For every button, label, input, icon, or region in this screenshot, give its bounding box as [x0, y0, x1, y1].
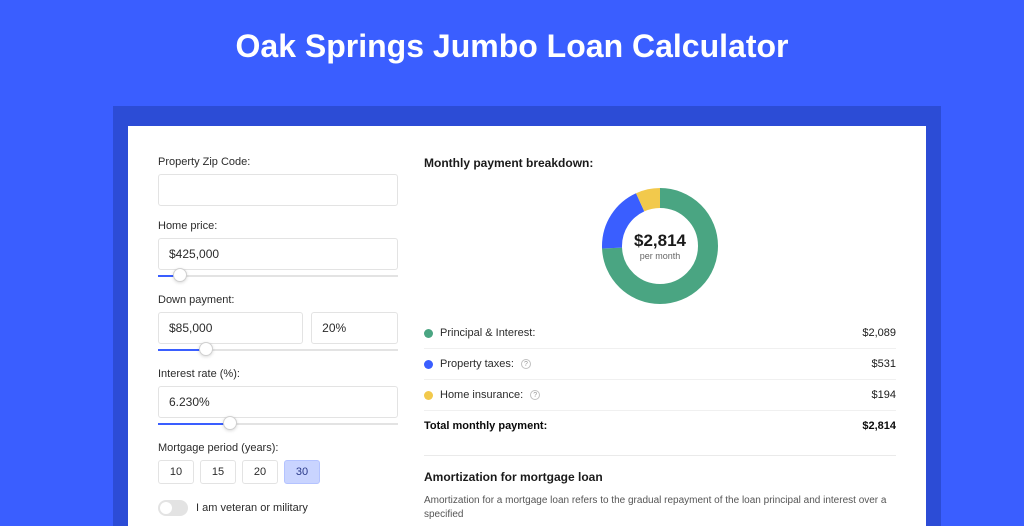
- slider-thumb[interactable]: [223, 416, 237, 430]
- donut-chart: $2,814 per month: [424, 174, 896, 318]
- veteran-row: I am veteran or military: [158, 500, 398, 516]
- down-payment-slider[interactable]: [158, 346, 398, 354]
- down-payment-field: Down payment:: [158, 294, 398, 354]
- legend-value: $2,089: [862, 327, 896, 339]
- down-payment-amount-input[interactable]: [158, 312, 303, 344]
- legend-total-label: Total monthly payment:: [424, 420, 547, 432]
- home-price-field: Home price:: [158, 220, 398, 280]
- mortgage-period-buttons: 10152030: [158, 460, 398, 484]
- amortization-text: Amortization for a mortgage loan refers …: [424, 494, 896, 522]
- legend-dot: [424, 360, 433, 369]
- legend: Principal & Interest: $2,089 Property taxe…: [424, 318, 896, 441]
- donut-sub: per month: [640, 251, 681, 261]
- home-price-input[interactable]: [158, 238, 398, 270]
- interest-rate-input[interactable]: [158, 386, 398, 418]
- form-column: Property Zip Code: Home price: Down paym…: [158, 156, 398, 526]
- slider-fill: [158, 423, 230, 425]
- info-icon[interactable]: ?: [530, 390, 540, 400]
- legend-value: $531: [872, 358, 896, 370]
- breakdown-column: Monthly payment breakdown: $2,814 per mo…: [424, 156, 896, 526]
- mortgage-period-label: Mortgage period (years):: [158, 442, 398, 454]
- slider-thumb[interactable]: [173, 268, 187, 282]
- down-payment-label: Down payment:: [158, 294, 398, 306]
- mortgage-period-option-30[interactable]: 30: [284, 460, 320, 484]
- interest-rate-field: Interest rate (%):: [158, 368, 398, 428]
- home-price-label: Home price:: [158, 220, 398, 232]
- slider-track: [158, 275, 398, 277]
- legend-label: Principal & Interest:: [440, 327, 535, 339]
- mortgage-period-option-10[interactable]: 10: [158, 460, 194, 484]
- mortgage-period-option-15[interactable]: 15: [200, 460, 236, 484]
- info-icon[interactable]: ?: [521, 359, 531, 369]
- home-price-slider[interactable]: [158, 272, 398, 280]
- legend-row: Home insurance:? $194: [424, 380, 896, 411]
- legend-dot: [424, 391, 433, 400]
- veteran-label: I am veteran or military: [196, 502, 308, 514]
- interest-rate-label: Interest rate (%):: [158, 368, 398, 380]
- mortgage-period-option-20[interactable]: 20: [242, 460, 278, 484]
- calculator-card: Property Zip Code: Home price: Down paym…: [128, 126, 926, 526]
- legend-label: Property taxes:: [440, 358, 514, 370]
- legend-row: Property taxes:? $531: [424, 349, 896, 380]
- amortization-title: Amortization for mortgage loan: [424, 470, 896, 484]
- slider-thumb[interactable]: [199, 342, 213, 356]
- donut-amount: $2,814: [634, 231, 686, 251]
- mortgage-period-field: Mortgage period (years): 10152030: [158, 442, 398, 484]
- legend-total-value: $2,814: [862, 420, 896, 432]
- breakdown-title: Monthly payment breakdown:: [424, 156, 896, 170]
- legend-label: Home insurance:: [440, 389, 523, 401]
- interest-rate-slider[interactable]: [158, 420, 398, 428]
- zip-label: Property Zip Code:: [158, 156, 398, 168]
- legend-value: $194: [872, 389, 896, 401]
- legend-row: Principal & Interest: $2,089: [424, 318, 896, 349]
- veteran-toggle[interactable]: [158, 500, 188, 516]
- legend-dot: [424, 329, 433, 338]
- zip-input[interactable]: [158, 174, 398, 206]
- donut-center: $2,814 per month: [600, 186, 720, 306]
- down-payment-percent-input[interactable]: [311, 312, 398, 344]
- zip-field: Property Zip Code:: [158, 156, 398, 206]
- legend-total-row: Total monthly payment: $2,814: [424, 411, 896, 441]
- page-title: Oak Springs Jumbo Loan Calculator: [0, 0, 1024, 83]
